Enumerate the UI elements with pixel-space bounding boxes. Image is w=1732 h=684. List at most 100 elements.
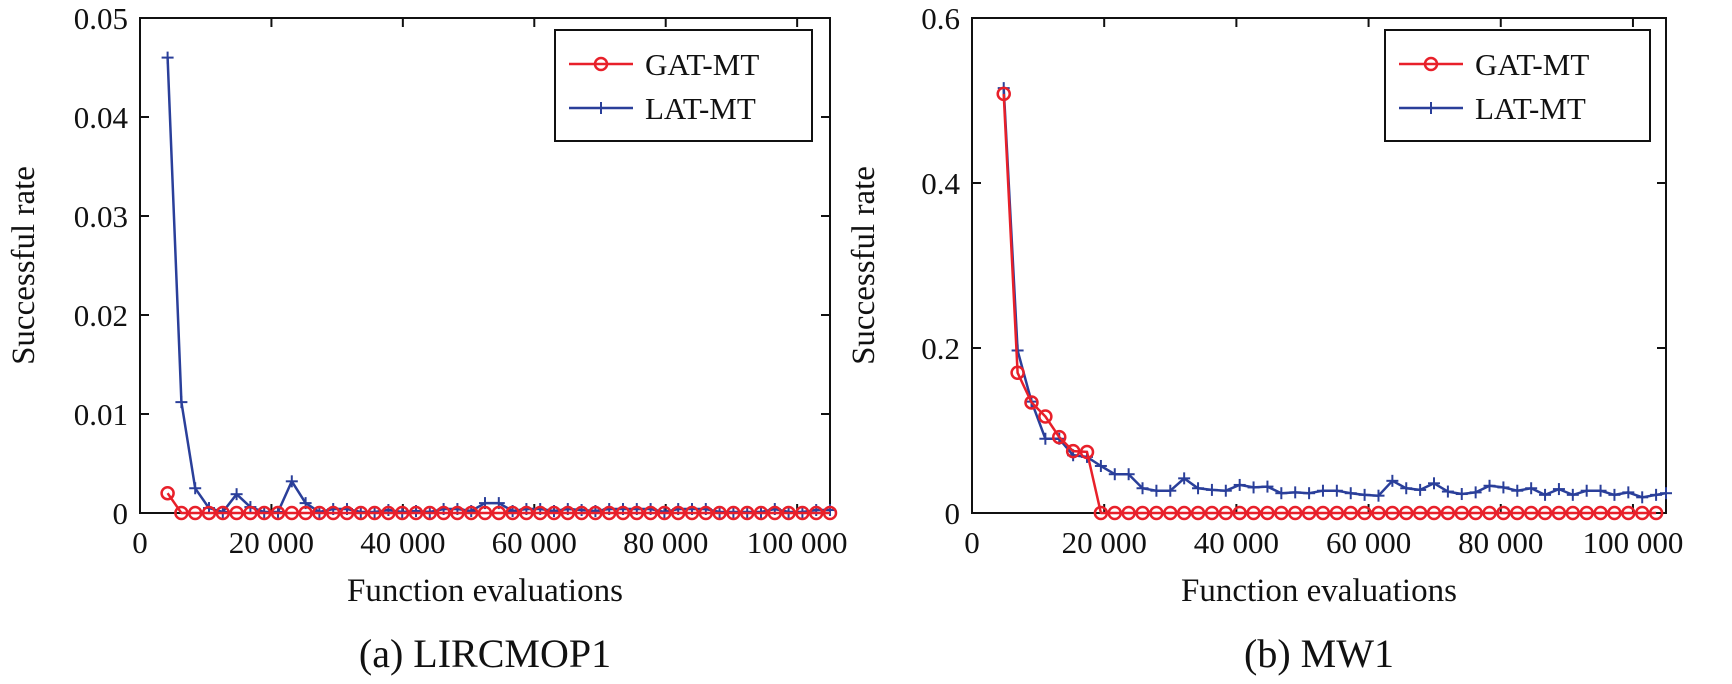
data-point xyxy=(1108,468,1121,481)
data-point xyxy=(174,505,189,521)
data-point xyxy=(574,505,589,521)
series-gat-mt xyxy=(160,485,838,521)
data-point xyxy=(463,505,479,521)
data-point xyxy=(189,482,202,495)
data-point xyxy=(1246,505,1261,521)
data-point xyxy=(519,505,534,521)
data-point xyxy=(1079,444,1095,460)
y-axis-label: Successful rate xyxy=(6,166,42,365)
data-point xyxy=(1135,505,1150,521)
y-tick-label: 0.6 xyxy=(921,1,960,36)
data-point xyxy=(436,505,451,521)
y-tick-label: 0 xyxy=(945,496,961,531)
data-point xyxy=(394,505,410,521)
data-point xyxy=(1525,482,1538,495)
data-point xyxy=(1357,505,1372,521)
data-point xyxy=(996,86,1011,102)
data-point xyxy=(1621,505,1636,521)
data-point xyxy=(601,505,617,521)
x-tick-label: 80 000 xyxy=(623,525,708,560)
legend-label: GAT-MT xyxy=(645,47,759,82)
data-point xyxy=(1316,484,1329,497)
data-point xyxy=(1274,505,1289,521)
data-point xyxy=(1051,429,1067,445)
data-point xyxy=(1218,505,1234,521)
series-line xyxy=(1002,93,1657,515)
data-point xyxy=(1593,505,1608,521)
y-axis-label: Successful rate xyxy=(846,166,882,365)
data-point xyxy=(339,505,355,521)
series-lat-mt xyxy=(997,82,1672,504)
x-tick-label: 80 000 xyxy=(1458,525,1543,560)
data-point xyxy=(1441,485,1454,498)
y-tick-label: 0.03 xyxy=(74,199,128,234)
series-line xyxy=(166,492,830,515)
data-point xyxy=(1190,505,1206,521)
data-point xyxy=(1455,488,1468,501)
series-line xyxy=(1002,88,1667,499)
chart-panel-0: 0 20 000 40 000 60 000 80 000 100 000 0 0.01 0.0… xyxy=(6,1,848,676)
data-point xyxy=(1634,505,1650,521)
legend-marker xyxy=(1423,56,1439,72)
data-point xyxy=(1385,505,1400,521)
data-point xyxy=(270,505,286,521)
data-point xyxy=(1289,486,1302,499)
data-point xyxy=(1414,483,1427,496)
data-point xyxy=(1287,505,1303,521)
data-point xyxy=(215,505,231,521)
y-tick-label: 0.04 xyxy=(74,100,129,135)
y-tick-label: 0.05 xyxy=(74,1,128,36)
x-tick-label: 60 000 xyxy=(1326,525,1411,560)
data-point xyxy=(1552,483,1565,496)
data-point xyxy=(1260,505,1275,521)
data-point xyxy=(450,505,465,521)
data-point xyxy=(1496,505,1511,521)
data-point xyxy=(1176,505,1192,521)
x-axis-label: Function evaluations xyxy=(347,573,623,609)
data-point xyxy=(739,505,755,521)
data-point xyxy=(1275,487,1288,500)
data-point xyxy=(1039,432,1052,445)
data-point xyxy=(491,505,507,521)
x-tick-label: 100 000 xyxy=(747,525,848,560)
data-point xyxy=(657,505,672,521)
data-point xyxy=(698,505,714,521)
data-point xyxy=(1511,484,1524,497)
data-point xyxy=(1648,505,1664,521)
x-axis-label: Function evaluations xyxy=(1181,573,1457,609)
data-point xyxy=(229,505,244,521)
data-point xyxy=(1454,505,1470,521)
data-point xyxy=(1121,505,1136,521)
chart-panel-1: 0 20 000 40 000 60 000 80 000 100 000 0 0.2 0.4 0… xyxy=(846,1,1683,676)
data-point xyxy=(1038,409,1053,424)
legend-label: LAT-MT xyxy=(1475,91,1586,126)
data-point xyxy=(230,488,243,501)
data-point xyxy=(1065,443,1081,459)
data-point xyxy=(1426,505,1442,521)
data-point xyxy=(477,505,493,521)
data-point xyxy=(1205,483,1218,496)
data-point xyxy=(1150,484,1163,497)
chart-caption: (a) LIRCMOP1 xyxy=(359,631,611,676)
data-point xyxy=(1622,486,1635,499)
data-point xyxy=(532,505,548,521)
data-point xyxy=(1537,505,1553,521)
data-point xyxy=(1315,505,1331,521)
legend-entry: GAT-MT xyxy=(569,47,759,82)
data-point xyxy=(1551,505,1567,521)
data-point xyxy=(1122,468,1135,481)
data-point xyxy=(1247,481,1260,494)
legend-label: GAT-MT xyxy=(1475,47,1589,82)
x-tick-label: 0 xyxy=(964,525,980,560)
data-point xyxy=(1566,488,1579,501)
y-tick-label: 0.02 xyxy=(74,298,128,333)
x-tick-label: 60 000 xyxy=(492,525,577,560)
x-tick-label: 40 000 xyxy=(360,525,445,560)
data-point xyxy=(201,505,217,521)
data-point xyxy=(1192,482,1205,495)
data-point xyxy=(1301,505,1317,521)
data-point xyxy=(325,505,341,521)
data-point xyxy=(1580,484,1593,497)
data-point xyxy=(1024,395,1039,410)
